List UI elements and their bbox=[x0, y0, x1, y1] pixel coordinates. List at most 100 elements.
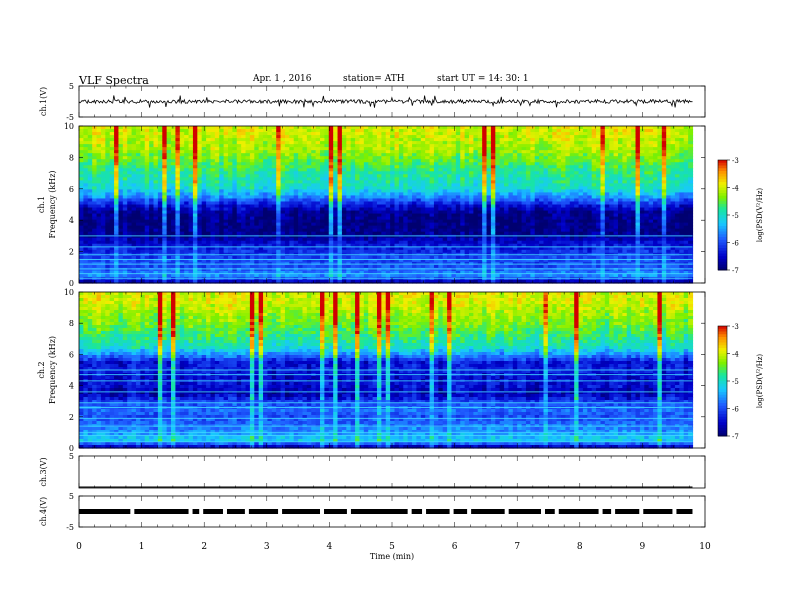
spectrogram-cell bbox=[390, 135, 396, 139]
spectrogram-cell bbox=[157, 138, 163, 142]
spectrogram-cell bbox=[412, 147, 418, 151]
spectrogram-cell bbox=[552, 150, 558, 154]
spectrogram-cell bbox=[219, 147, 225, 151]
spectrogram-cell bbox=[591, 138, 597, 142]
spectrogram-cell bbox=[267, 135, 273, 139]
spectrogram-cell bbox=[596, 129, 602, 133]
spectrogram-cell bbox=[674, 147, 680, 151]
spectrogram-cell bbox=[149, 153, 155, 157]
spectrogram-cell bbox=[192, 141, 198, 145]
spectrogram-cell bbox=[381, 144, 387, 148]
spectrogram-cell bbox=[447, 150, 453, 154]
spectrogram-cell bbox=[258, 129, 264, 133]
spectrogram-cell bbox=[359, 129, 365, 133]
spectrogram-cell bbox=[188, 147, 194, 151]
spectrogram-cell bbox=[683, 132, 689, 136]
spectrogram-cell bbox=[333, 150, 339, 154]
spectrogram-cell bbox=[569, 138, 575, 142]
spectrogram-cell bbox=[114, 153, 120, 157]
spectrogram-cell bbox=[105, 153, 111, 157]
spectrogram-cell bbox=[596, 147, 602, 151]
spectrogram-cell bbox=[381, 153, 387, 157]
spectrogram-cell bbox=[631, 126, 637, 130]
spectrogram-cell bbox=[140, 144, 146, 148]
spectrogram-cell bbox=[280, 144, 286, 148]
spectrogram-cell bbox=[315, 147, 321, 151]
spectrogram-cell bbox=[376, 132, 382, 136]
spectrogram-cell bbox=[582, 135, 588, 139]
spectrogram-cell bbox=[438, 126, 444, 130]
spectrogram-cell bbox=[302, 144, 308, 148]
spectrogram-cell bbox=[429, 132, 435, 136]
spectrogram-cell bbox=[337, 147, 343, 151]
spectrogram-cell bbox=[469, 153, 474, 157]
spectrogram-cell bbox=[284, 147, 290, 151]
spectrogram-cell bbox=[350, 147, 356, 151]
spectrogram-cell bbox=[416, 144, 422, 148]
spectrogram-cell bbox=[122, 144, 128, 148]
spectrogram-cell bbox=[144, 129, 150, 133]
spectrogram-cell bbox=[653, 141, 659, 145]
spectrogram-cell bbox=[184, 135, 190, 139]
spectrogram-cell bbox=[626, 132, 632, 136]
spectrogram-cell bbox=[227, 138, 233, 142]
spectrogram-cell bbox=[482, 132, 488, 136]
spectrogram-cell bbox=[333, 129, 339, 133]
spectrogram-cell bbox=[359, 132, 365, 136]
spectrogram-cell bbox=[184, 126, 190, 130]
spectrogram-cell bbox=[582, 129, 588, 133]
spectrogram-cell bbox=[263, 138, 269, 142]
spectrogram-cell bbox=[324, 129, 330, 133]
spectrogram-cell bbox=[561, 141, 566, 145]
spectrogram-cell bbox=[674, 135, 680, 139]
spectrogram-cell bbox=[320, 153, 325, 157]
spectrogram-cell bbox=[530, 138, 536, 142]
spectrogram-cell bbox=[552, 129, 558, 133]
spectrogram-cell bbox=[539, 147, 545, 151]
spectrogram-cell bbox=[359, 150, 365, 154]
spectrogram-cell bbox=[105, 132, 111, 136]
spectrogram-cell bbox=[192, 150, 198, 154]
spectrogram-cell bbox=[227, 135, 233, 139]
spectrogram-cell bbox=[596, 144, 602, 148]
spectrogram-cell bbox=[552, 126, 558, 130]
spectrogram-cell bbox=[644, 138, 650, 142]
spectrogram-cell bbox=[547, 138, 553, 142]
spectrogram-cell bbox=[600, 129, 606, 133]
spectrogram-cell bbox=[346, 153, 352, 157]
spectrogram-cell bbox=[179, 132, 185, 136]
spectrogram-cell bbox=[490, 150, 496, 154]
spectrogram-cell bbox=[241, 144, 247, 148]
spectrogram-cell bbox=[394, 144, 400, 148]
spectrogram-cell bbox=[311, 147, 317, 151]
spectrogram-cell bbox=[622, 147, 628, 151]
spectrogram-cell bbox=[565, 144, 571, 148]
spectrogram-cell bbox=[661, 135, 667, 139]
spectrogram-cell bbox=[504, 132, 510, 136]
spectrogram-cell bbox=[582, 138, 588, 142]
spectrogram-cell bbox=[622, 138, 628, 142]
spectrogram-cell bbox=[525, 150, 531, 154]
spectrogram-cell bbox=[337, 135, 343, 139]
spectrogram-cell bbox=[241, 147, 247, 151]
spectrogram-cell bbox=[617, 141, 623, 145]
spectrogram-cell bbox=[359, 144, 365, 148]
spectrogram-cell bbox=[241, 126, 247, 130]
spectrogram-cell bbox=[293, 129, 299, 133]
spectrogram-cell bbox=[166, 135, 172, 139]
spectrogram-cell bbox=[135, 129, 141, 133]
spectrogram-cell bbox=[390, 126, 396, 130]
spectrogram-cell bbox=[482, 138, 488, 142]
spectrogram-cell bbox=[171, 141, 176, 145]
spectrogram-cell bbox=[464, 147, 470, 151]
spectrogram-cell bbox=[214, 135, 220, 139]
spectrogram-cell bbox=[127, 141, 133, 145]
spectrogram-cell bbox=[311, 132, 317, 136]
spectrogram-cell bbox=[442, 135, 448, 139]
spectrogram-cell bbox=[517, 150, 523, 154]
spectrogram-cell bbox=[534, 126, 540, 130]
spectrogram-cell bbox=[390, 150, 396, 154]
spectrogram-cell bbox=[390, 144, 396, 148]
spectrogram-cell bbox=[258, 132, 264, 136]
spectrogram-cell bbox=[460, 129, 466, 133]
